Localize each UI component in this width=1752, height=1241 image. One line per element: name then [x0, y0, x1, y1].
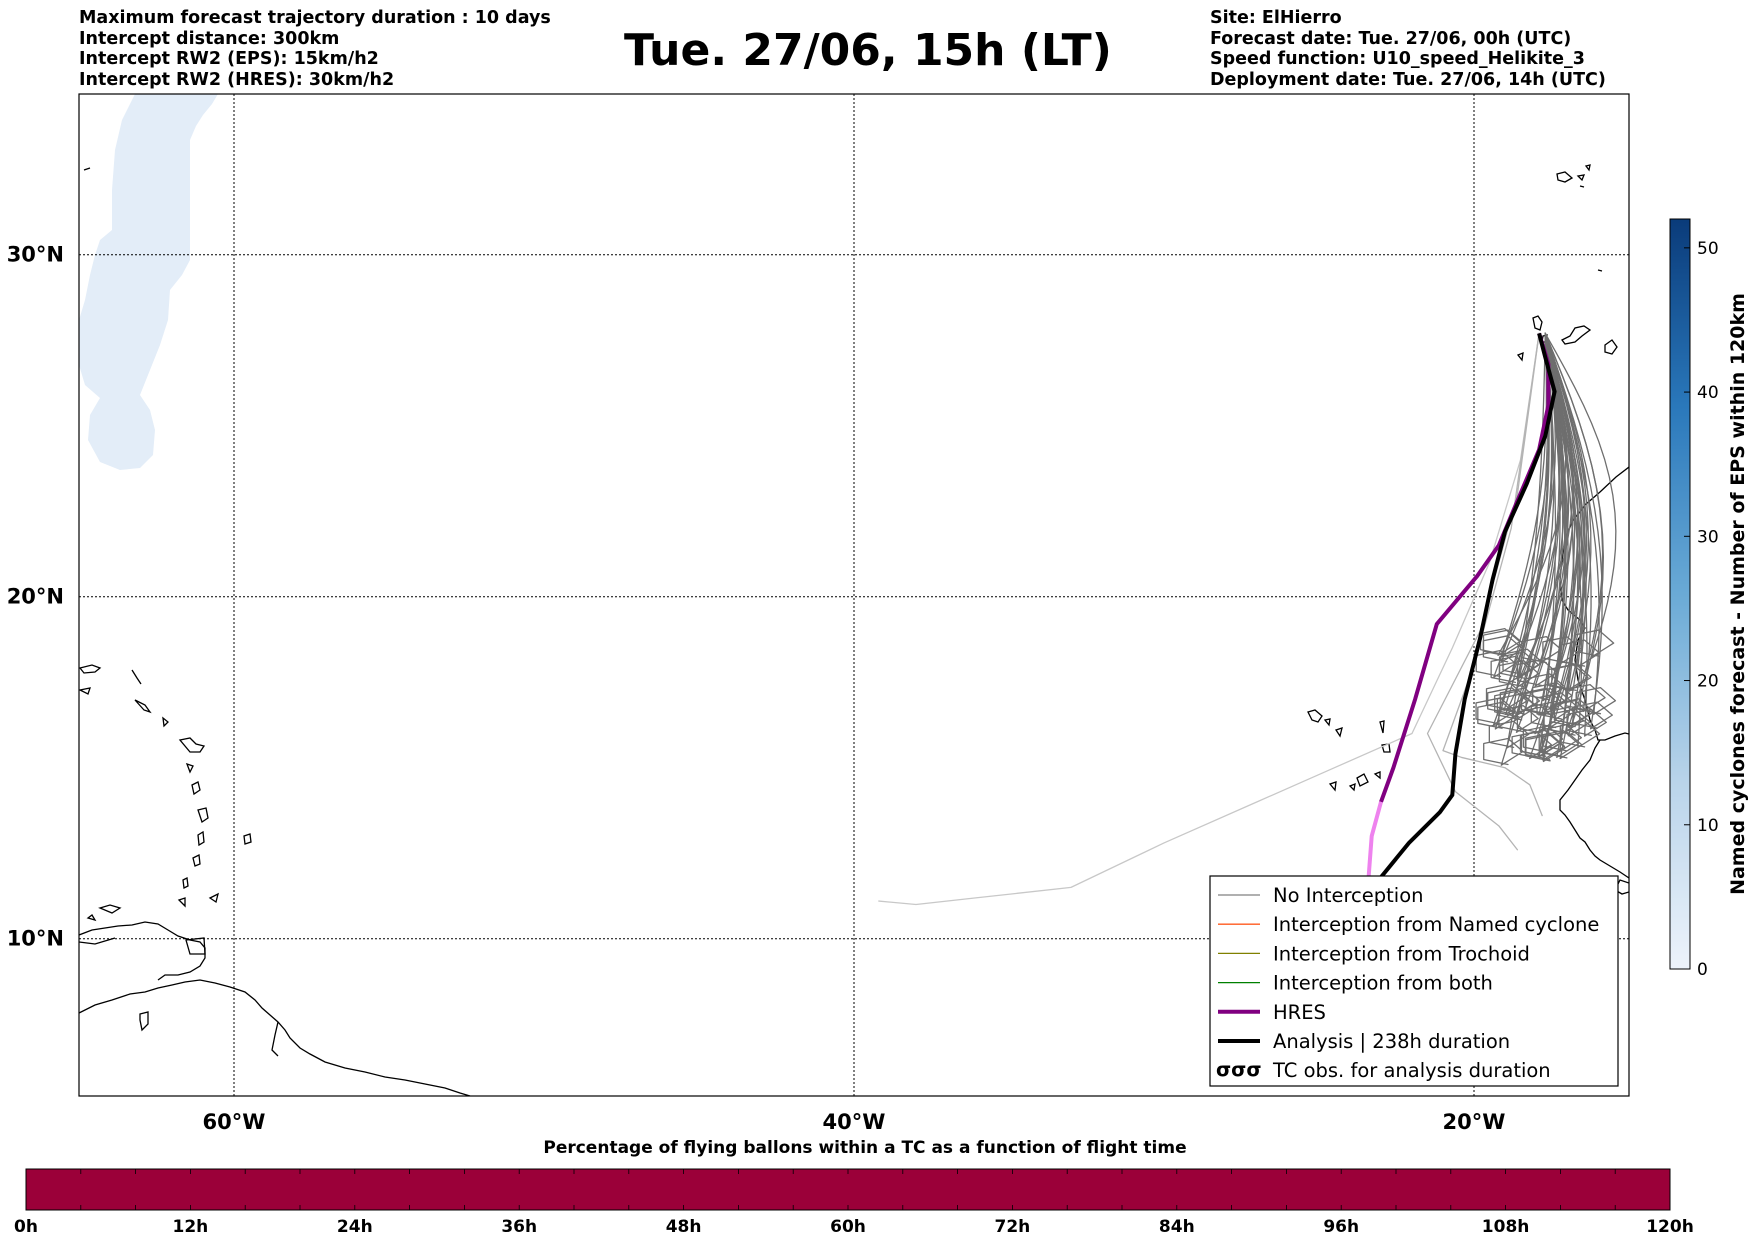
- colorbar-tick-label: 20: [1697, 672, 1719, 692]
- legend-label: HRES: [1273, 1001, 1326, 1024]
- header-left-line: Intercept RW2 (EPS): 15km/h2: [79, 49, 379, 69]
- legend-label: Interception from Named cyclone: [1273, 913, 1599, 936]
- latitude-labels: 30°N 20°N 10°N: [7, 243, 64, 951]
- flight-time-label: 36h: [501, 1217, 537, 1237]
- header-right-line: Site: ElHierro: [1210, 8, 1342, 28]
- colorbar: 0 10 20 30 40 50 Named cyclones forecast - Nu…: [1669, 218, 1749, 980]
- ensemble-trajectory: [1498, 332, 1570, 733]
- header-right: Site: ElHierro Forecast date: Tue. 27/06…: [1210, 8, 1606, 90]
- coastlines: [79, 164, 1629, 1096]
- flight-time-label: 24h: [337, 1217, 373, 1237]
- flight-time-label: 12h: [173, 1217, 209, 1237]
- colorbar-tick-label: 30: [1697, 527, 1719, 547]
- tc-marker-icon: σσσ: [1216, 1058, 1262, 1081]
- ensemble-trajectory: [1544, 332, 1601, 668]
- flight-time-label: 60h: [830, 1217, 866, 1237]
- ensemble-trajectory-light: [1442, 332, 1543, 817]
- legend-label: Analysis | 238h duration: [1273, 1030, 1510, 1053]
- flight-time-label: 120h: [1646, 1217, 1694, 1237]
- legend-label: Interception from both: [1273, 972, 1493, 995]
- ensemble-trajectory: [1511, 332, 1579, 760]
- flight-time-label: 72h: [995, 1217, 1031, 1237]
- lat-label: 20°N: [7, 585, 64, 609]
- ensemble-trajectory: [1488, 332, 1546, 749]
- hres-trajectory: [1379, 332, 1551, 803]
- ensemble-trajectory: [1490, 332, 1563, 684]
- header-left-line: Maximum forecast trajectory duration : 1…: [79, 8, 551, 28]
- legend-label: Interception from Trochoid: [1273, 942, 1530, 965]
- ensemble-trajectory: [1524, 332, 1569, 761]
- header-left-line: Intercept distance: 300km: [79, 28, 340, 49]
- ensemble-trajectory-light: [1426, 332, 1540, 851]
- legend-label: TC obs. for analysis duration: [1272, 1059, 1551, 1082]
- ensemble-trajectory-light: [878, 332, 1540, 906]
- ensemble-trajectory: [1544, 332, 1606, 713]
- legend-item: Analysis | 238h duration: [1218, 1030, 1510, 1053]
- lon-label: 40°W: [823, 1110, 886, 1134]
- legend-label: No Interception: [1273, 884, 1424, 907]
- legend-box: [1209, 875, 1619, 1087]
- colorbar-tick-label: 50: [1697, 239, 1719, 259]
- analysis-trajectory: [1379, 332, 1557, 879]
- ensemble-trajectory: [1544, 332, 1592, 692]
- longitude-labels: 60°W 40°W 20°W: [203, 1110, 1506, 1134]
- header-right-line: Forecast date: Tue. 27/06, 00h (UTC): [1210, 28, 1572, 49]
- legend-item: Interception from Trochoid: [1218, 942, 1530, 965]
- lon-label: 60°W: [203, 1110, 266, 1134]
- map-frame: [78, 93, 1630, 1097]
- colorbar-title: Named cyclones forecast - Number of EPS …: [1727, 293, 1749, 895]
- graticule: [79, 94, 1629, 1096]
- flight-time-bar-fill: [25, 1168, 1671, 1211]
- flight-time-label: 108h: [1482, 1217, 1530, 1237]
- header-right-line: Deployment date: Tue. 27/06, 14h (UTC): [1210, 69, 1606, 90]
- ensemble-trajectory: [1483, 332, 1555, 766]
- flight-time-bar: Percentage of flying ballons within a TC…: [14, 1138, 1694, 1237]
- colorbar-tick-label: 0: [1697, 960, 1708, 980]
- lat-label: 30°N: [7, 243, 64, 267]
- flight-time-label: 48h: [666, 1217, 702, 1237]
- header-right-line: Speed function: U10_speed_Helikite_3: [1210, 49, 1585, 69]
- map-title: Tue. 27/06, 15h (LT): [624, 25, 1112, 76]
- flight-time-bar-title: Percentage of flying ballons within a TC…: [543, 1138, 1186, 1158]
- ensemble-trajectory: [1525, 332, 1567, 763]
- colorbar-gradient: [1669, 218, 1691, 970]
- lon-label: 20°W: [1443, 1110, 1506, 1134]
- ensemble-trajectory: [1544, 332, 1604, 728]
- colorbar-tick-label: 10: [1697, 816, 1719, 836]
- legend: No Interception Interception from Named c…: [1209, 875, 1619, 1087]
- flight-time-label: 96h: [1323, 1217, 1359, 1237]
- ensemble-trajectory: [1544, 332, 1617, 658]
- ensemble-trajectory: [1536, 332, 1589, 721]
- header-left: Maximum forecast trajectory duration : 1…: [79, 8, 551, 90]
- legend-item: No Interception: [1218, 884, 1424, 907]
- colorbar-tick-label: 40: [1697, 383, 1719, 403]
- flight-time-label: 0h: [14, 1217, 38, 1237]
- legend-item: Interception from both: [1218, 972, 1493, 995]
- flight-time-label: 84h: [1159, 1217, 1195, 1237]
- legend-item: Interception from Named cyclone: [1218, 913, 1599, 936]
- legend-item: HRES: [1218, 1001, 1326, 1024]
- lat-label: 10°N: [7, 927, 64, 951]
- hres-trajectory-tail: [1366, 801, 1383, 878]
- header-left-line: Intercept RW2 (HRES): 30km/h2: [79, 69, 395, 90]
- cyclone-density-area: [79, 94, 218, 470]
- legend-item: σσσ TC obs. for analysis duration: [1216, 1058, 1551, 1082]
- ensemble-trajectory: [1544, 332, 1601, 749]
